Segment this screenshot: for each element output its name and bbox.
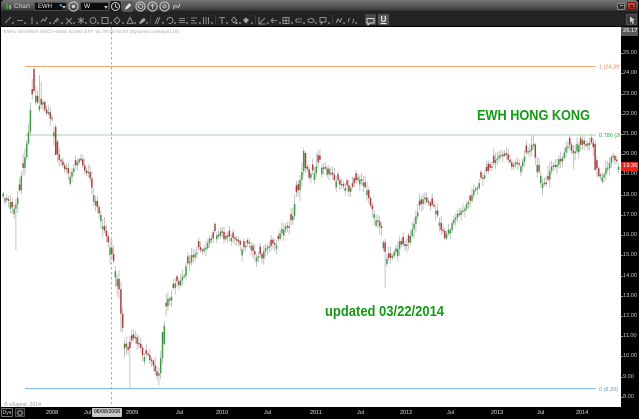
svg-text:0 (8.39): 0 (8.39) bbox=[599, 387, 618, 393]
svg-text:0.786 (20.9: 0.786 (20.9 bbox=[599, 133, 620, 139]
svg-text:1 (24.39): 1 (24.39) bbox=[599, 65, 620, 71]
